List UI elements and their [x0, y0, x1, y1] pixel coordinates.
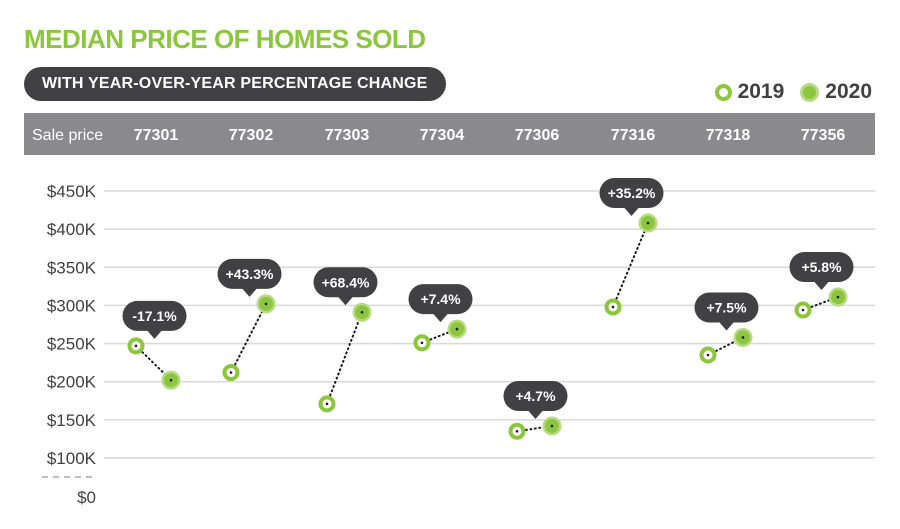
point-2019-center-77304: [420, 341, 424, 345]
point-2019-center-77316: [611, 305, 615, 309]
chart-title: MEDIAN PRICE OF HOMES SOLD: [24, 24, 426, 54]
point-2020-center-77302: [264, 302, 268, 306]
change-label-77302: +43.3%: [226, 266, 274, 282]
y-tick-label: $400K: [47, 220, 97, 239]
point-2019-center-77301: [134, 344, 138, 348]
point-2020-center-77301: [169, 378, 173, 382]
y-tick-label: $350K: [47, 258, 97, 277]
header-sale-price-label: Sale price: [32, 127, 103, 144]
y-tick-label: $150K: [47, 411, 97, 430]
legend: 2019 2020: [714, 80, 872, 104]
change-label-77316: +35.2%: [608, 185, 656, 201]
y-tick-label: $0: [77, 488, 96, 507]
point-2019-center-77306: [515, 430, 519, 433]
change-bubble-77303: [313, 267, 378, 306]
header-zip-77356: 77356: [801, 127, 846, 144]
change-label-77304: +7.4%: [420, 291, 461, 307]
point-2020-center-77316: [646, 221, 650, 225]
point-2019-center-77303: [325, 402, 329, 406]
y-tick-label: $100K: [47, 449, 97, 468]
header-zip-77318: 77318: [706, 127, 751, 144]
point-2019-center-77356: [801, 308, 805, 312]
point-2020-center-77318: [741, 336, 745, 339]
chart-subtitle: WITH YEAR-OVER-YEAR PERCENTAGE CHANGE: [24, 67, 446, 101]
header-bar: [24, 113, 875, 155]
change-label-77303: +68.4%: [322, 274, 370, 290]
change-bubble-77301: [122, 300, 187, 339]
change-bubble-77316: [599, 178, 664, 217]
legend-item-2020: 2020: [800, 80, 872, 104]
filled-circle-icon: [800, 82, 820, 102]
change-bubble-77318: [694, 292, 759, 331]
connector-77316: [612, 222, 649, 308]
point-2019-center-77318: [706, 353, 710, 357]
point-2020-center-77306: [550, 424, 554, 428]
change-label-77301: -17.1%: [132, 308, 177, 324]
change-bubble-77304: [408, 284, 473, 323]
y-tick-label: $250K: [47, 335, 97, 354]
legend-label-2020: 2020: [825, 80, 872, 103]
header-zip-77303: 77303: [325, 127, 370, 144]
hollow-circle-icon: [714, 83, 732, 101]
header-zip-77304: 77304: [420, 127, 465, 144]
change-bubble-77306: [503, 380, 568, 419]
point-2020-center-77356: [836, 295, 840, 299]
change-label-77318: +7.5%: [706, 299, 747, 315]
header-zip-77302: 77302: [229, 127, 274, 144]
header-zip-77306: 77306: [515, 127, 560, 144]
legend-item-2019: 2019: [714, 80, 785, 104]
header-zip-77301: 77301: [134, 127, 179, 144]
change-label-77306: +4.7%: [515, 388, 556, 404]
change-bubble-77302: [217, 258, 282, 297]
legend-label-2019: 2019: [737, 80, 785, 103]
change-bubble-77356: [789, 252, 854, 291]
point-2019-center-77302: [229, 371, 233, 374]
y-tick-label: $300K: [47, 296, 97, 315]
point-2020-center-77304: [455, 327, 459, 331]
connector-77302: [230, 302, 267, 374]
y-tick-label: $200K: [47, 373, 97, 392]
point-2020-center-77303: [360, 310, 364, 314]
y-tick-label: $450K: [47, 182, 97, 201]
header-zip-77316: 77316: [611, 127, 656, 144]
connector-77303: [326, 311, 363, 405]
change-label-77356: +5.8%: [801, 259, 842, 275]
